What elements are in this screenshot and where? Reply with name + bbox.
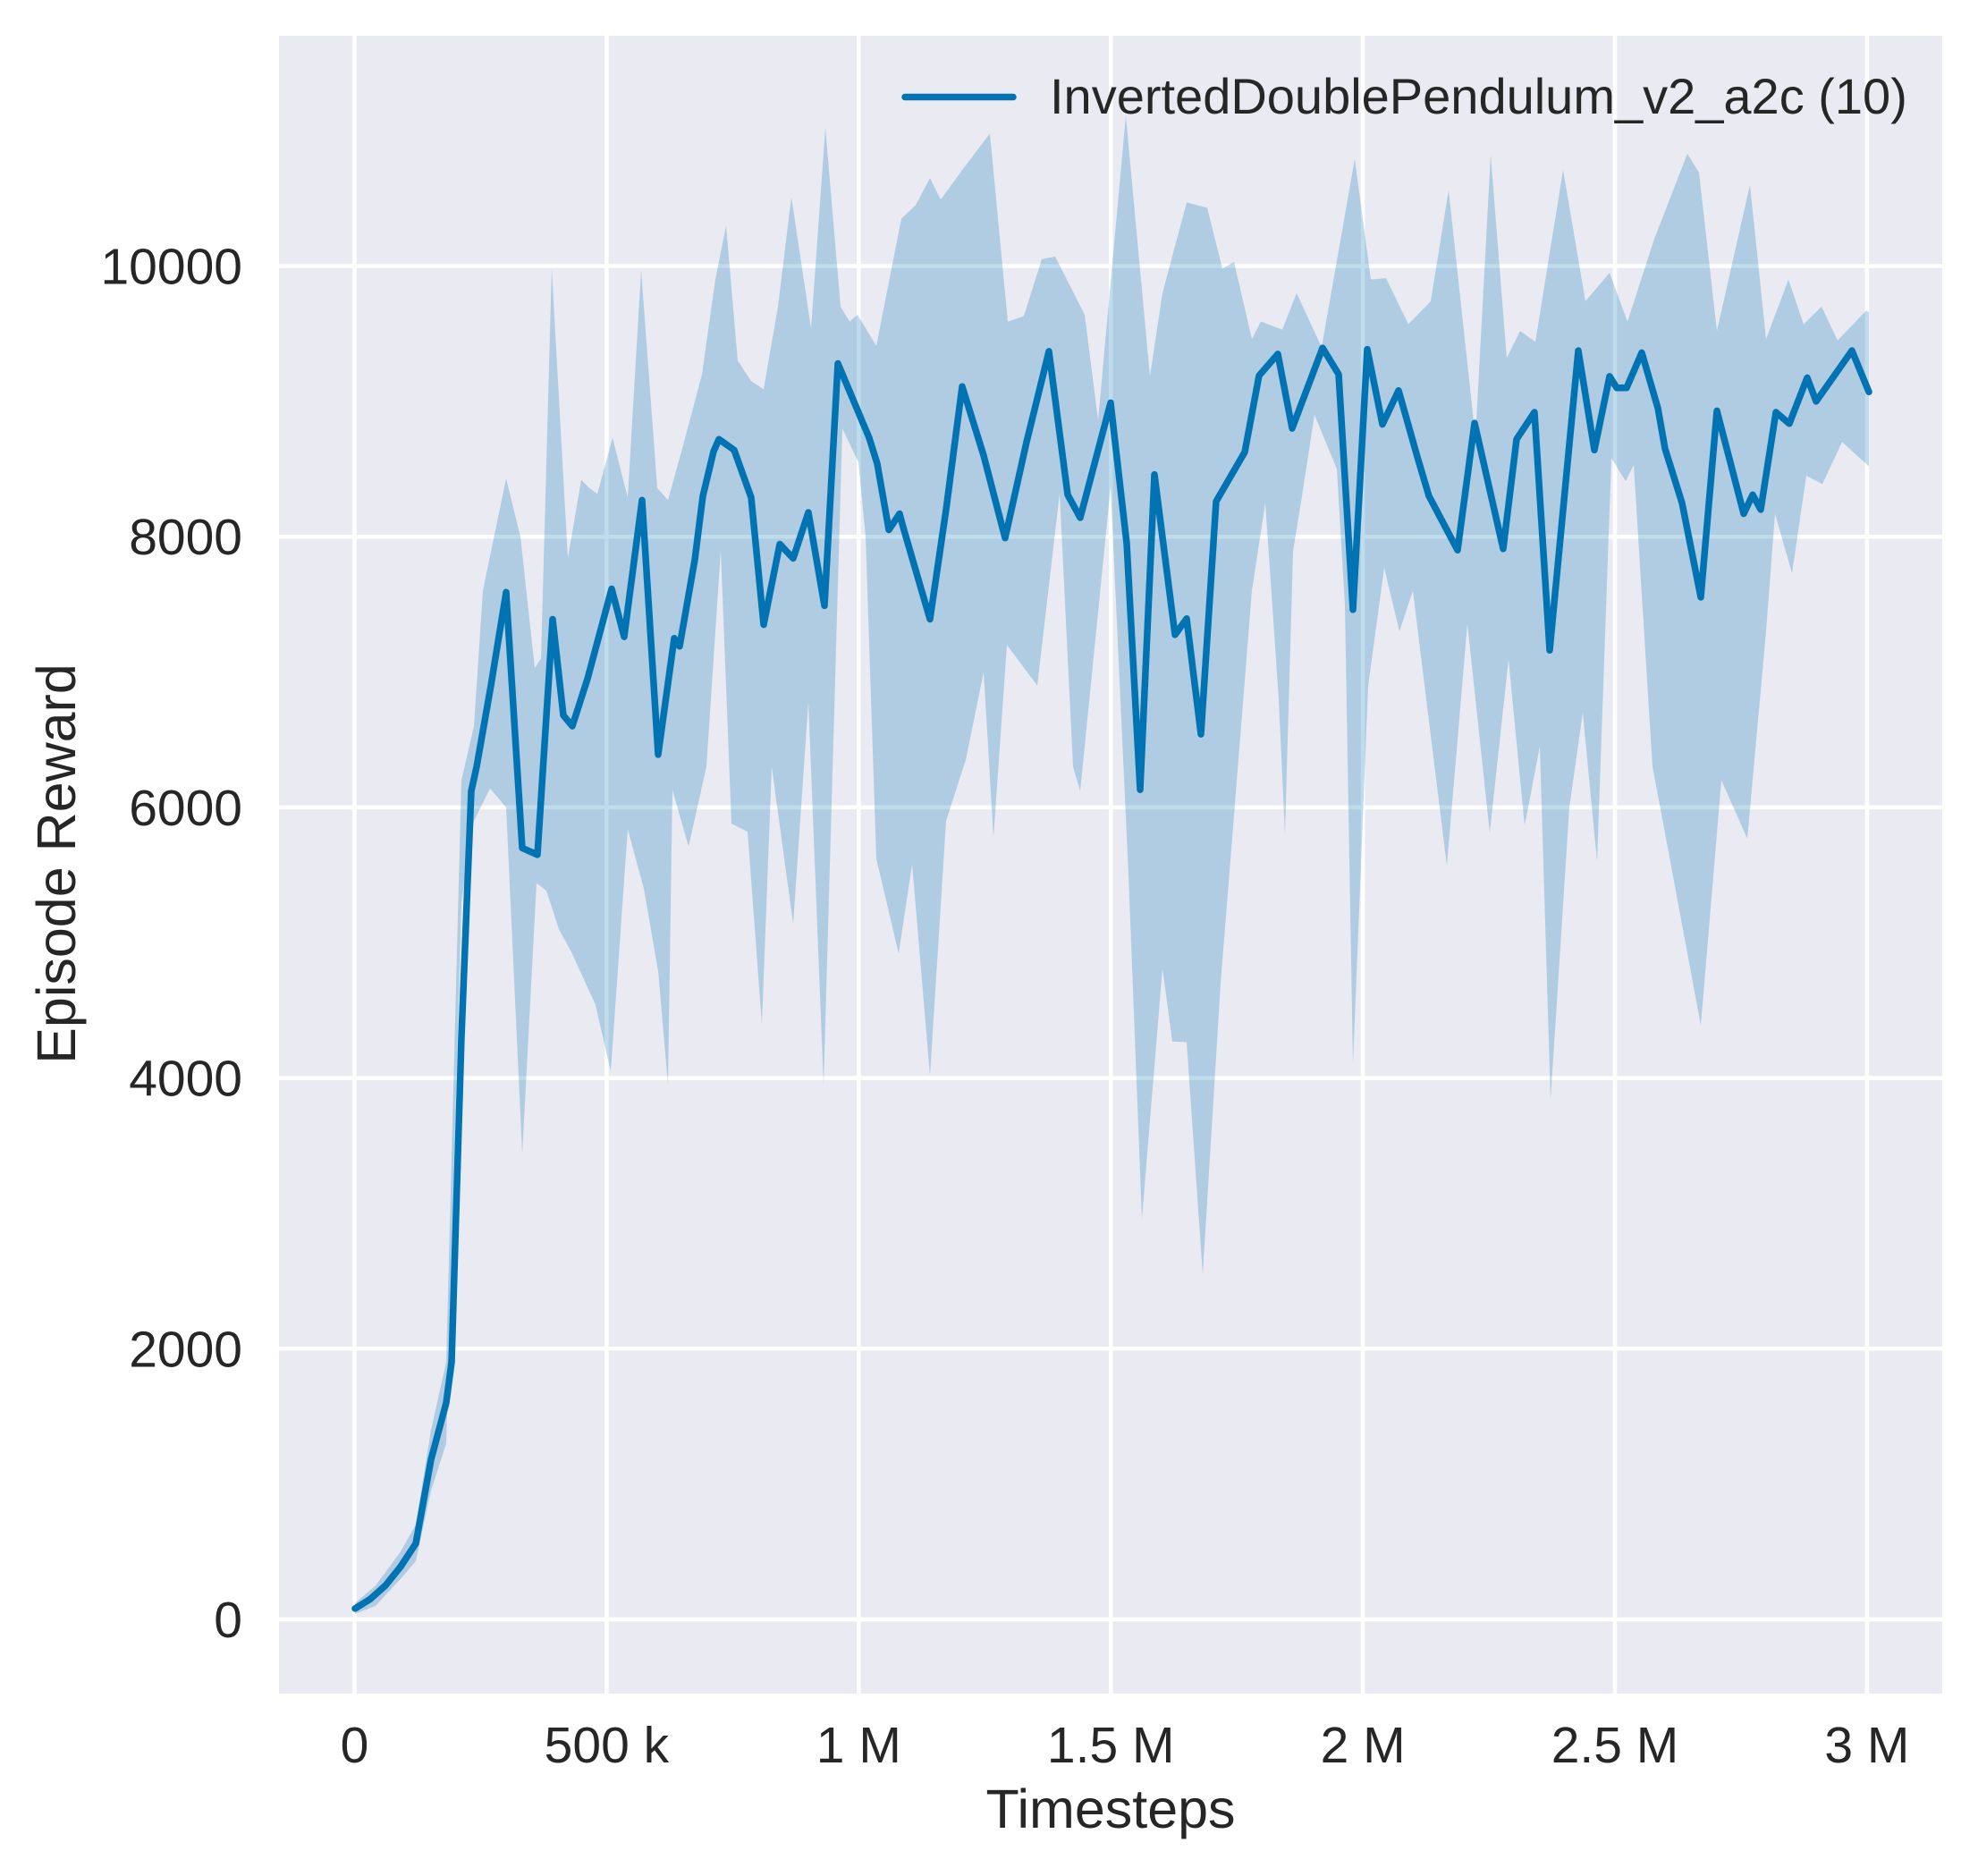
svg-text:8000: 8000 (129, 509, 242, 566)
svg-text:2 M: 2 M (1321, 1717, 1406, 1774)
svg-text:1.5 M: 1.5 M (1047, 1717, 1175, 1774)
svg-text:0: 0 (341, 1717, 369, 1774)
svg-text:4000: 4000 (129, 1051, 242, 1108)
svg-text:3 M: 3 M (1824, 1717, 1909, 1774)
svg-text:0: 0 (214, 1592, 242, 1649)
svg-text:10000: 10000 (100, 239, 242, 296)
svg-text:InvertedDoublePendulum_v2_a2c: InvertedDoublePendulum_v2_a2c (10) (1050, 68, 1907, 124)
svg-text:500 k: 500 k (545, 1717, 670, 1774)
svg-text:2.5 M: 2.5 M (1551, 1717, 1679, 1774)
svg-text:Timesteps: Timesteps (985, 1779, 1235, 1839)
svg-text:1 M: 1 M (816, 1717, 901, 1774)
svg-text:6000: 6000 (129, 780, 242, 837)
svg-text:2000: 2000 (129, 1321, 242, 1378)
svg-text:Episode Reward: Episode Reward (26, 663, 87, 1064)
